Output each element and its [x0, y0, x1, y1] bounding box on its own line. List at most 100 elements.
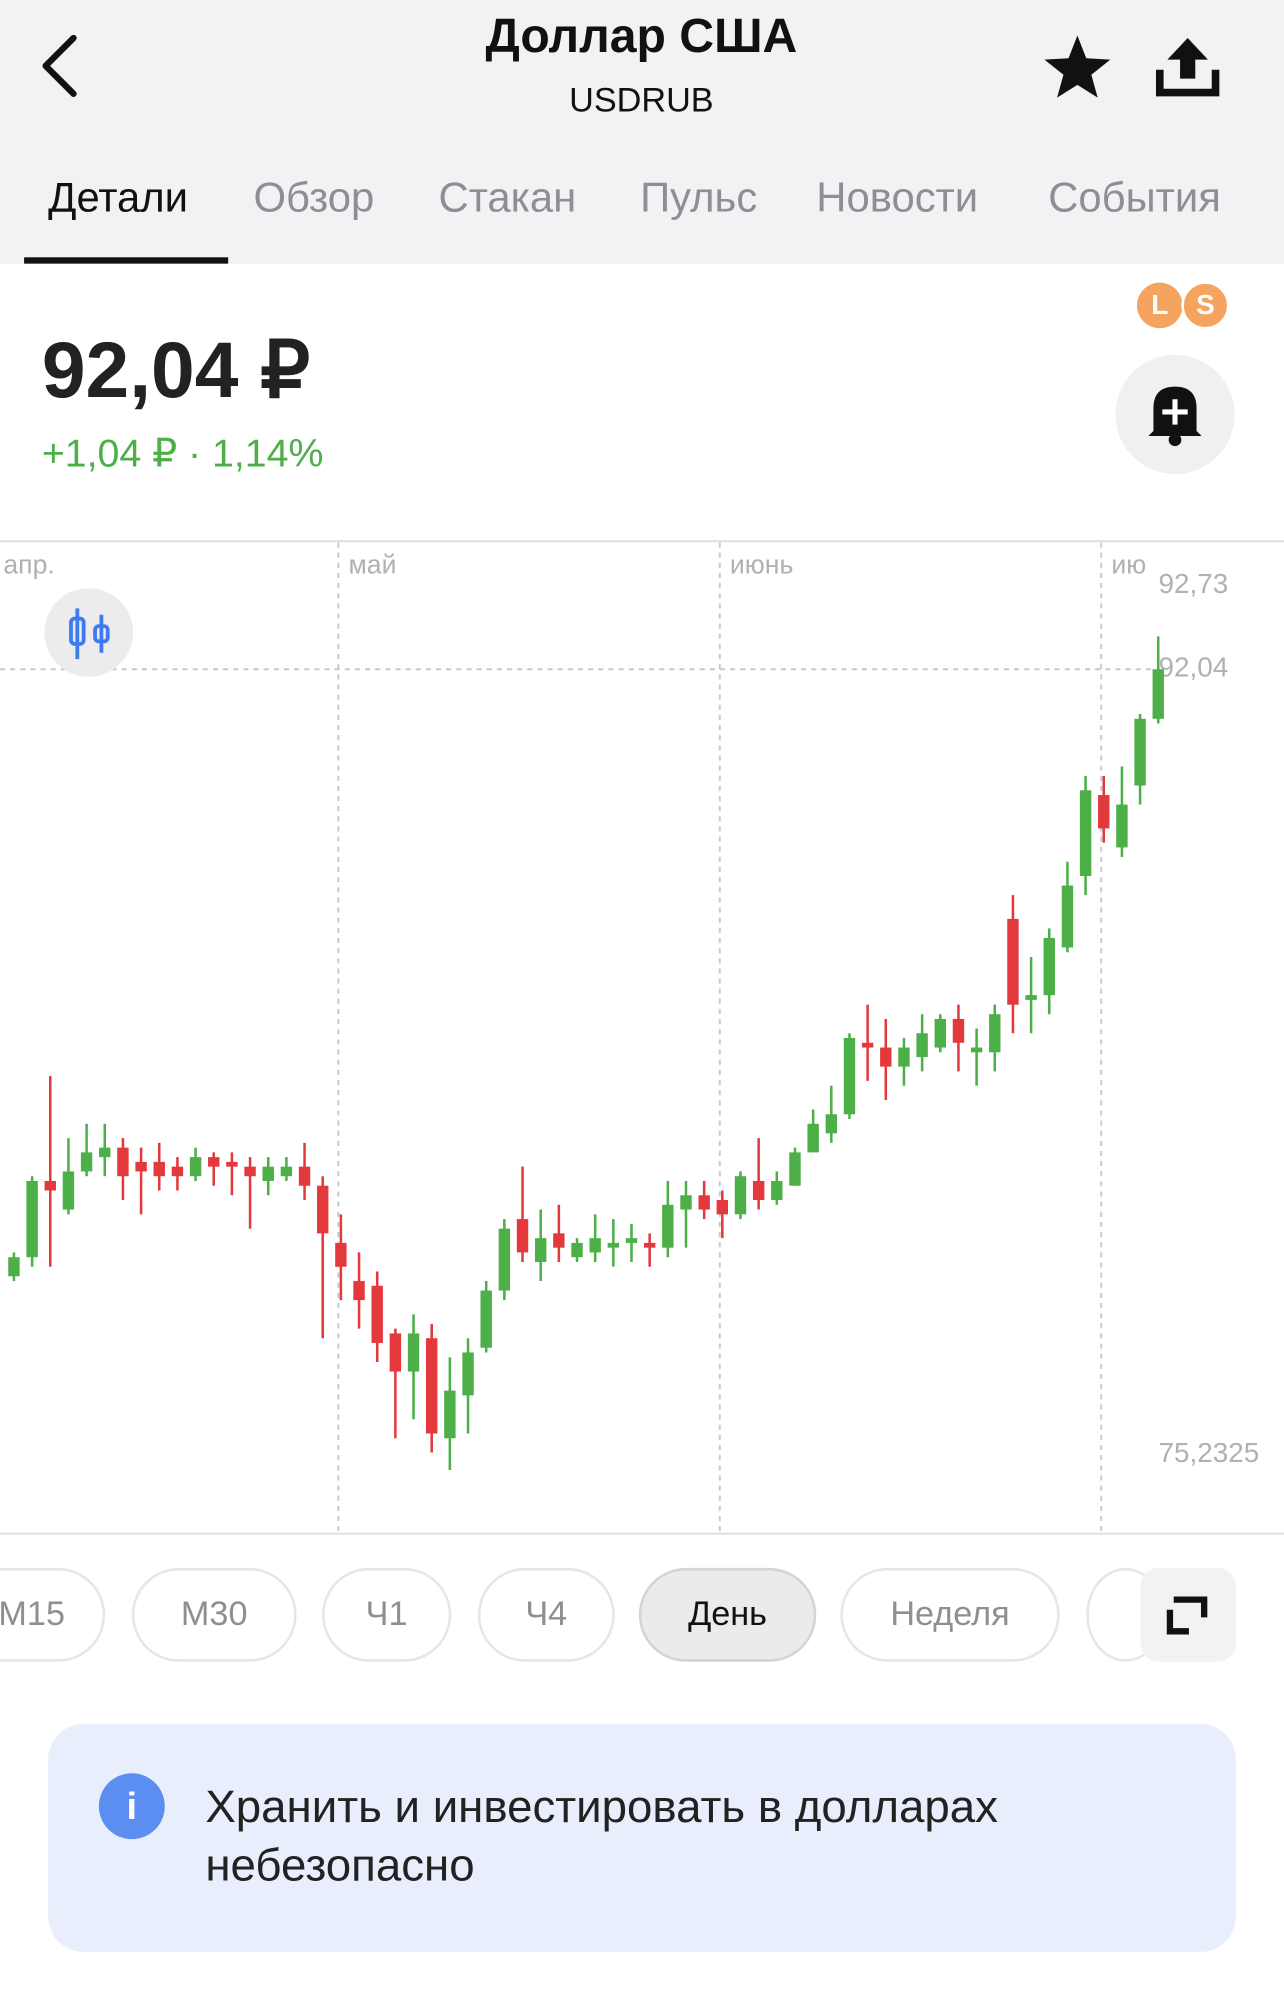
- candle-body: [189, 1157, 202, 1177]
- candle-body: [426, 1338, 438, 1434]
- candle-body: [298, 1166, 311, 1186]
- chart-type-button[interactable]: [44, 588, 134, 677]
- tab[interactable]: Новости: [816, 173, 978, 220]
- share-button[interactable]: [1155, 38, 1220, 97]
- candle-body: [807, 1123, 819, 1153]
- candle-body: [153, 1161, 165, 1177]
- price-change: +1,04 ₽ · 1,14%: [42, 432, 324, 476]
- candle-body: [135, 1161, 147, 1172]
- candle-body: [861, 1042, 874, 1048]
- notice-icon: [98, 1773, 165, 1840]
- tab[interactable]: Пульс: [640, 173, 757, 220]
- tab[interactable]: Детали: [48, 173, 188, 220]
- candle-body: [880, 1047, 892, 1067]
- candle-body: [389, 1333, 402, 1372]
- candle-body: [916, 1033, 928, 1058]
- candle-body: [1116, 804, 1128, 848]
- timeframe-button[interactable]: [0, 1567, 106, 1662]
- candle-body: [262, 1166, 274, 1181]
- candle-body: [353, 1281, 365, 1301]
- timeframe-label: Неделя: [890, 1595, 1009, 1633]
- timeframe-button[interactable]: [477, 1567, 615, 1662]
- candle-body: [44, 1180, 56, 1191]
- candle-body: [244, 1166, 256, 1177]
- tab[interactable]: Обзор: [254, 173, 375, 220]
- candle-body: [462, 1352, 474, 1396]
- candle-body: [80, 1152, 93, 1172]
- candle-body: [934, 1018, 946, 1048]
- timeframe-button[interactable]: [131, 1567, 297, 1662]
- expand-button[interactable]: [1140, 1567, 1236, 1662]
- candle-body: [280, 1166, 293, 1177]
- candle-body: [371, 1285, 383, 1343]
- candle-body: [571, 1242, 583, 1258]
- timeframe-label: Ч4: [525, 1595, 567, 1633]
- y-tick-label: 75,2325: [1159, 1437, 1260, 1468]
- notice-text: небезопасно: [205, 1839, 474, 1890]
- favorite-button[interactable]: [1044, 35, 1111, 98]
- timeframe-label: M30: [181, 1595, 248, 1633]
- candle-body: [1098, 795, 1110, 829]
- candle-body: [208, 1157, 220, 1167]
- candle-body: [843, 1038, 856, 1115]
- candle-body: [62, 1171, 75, 1210]
- candle-body: [117, 1147, 129, 1177]
- candle-body: [444, 1390, 456, 1439]
- candle-body: [625, 1238, 638, 1243]
- chart-type-icon: [69, 608, 110, 660]
- candle-body: [789, 1152, 801, 1186]
- candle-body: [1025, 995, 1037, 1000]
- candle-body: [698, 1195, 710, 1210]
- title: Доллар США: [485, 9, 797, 63]
- timeframe-button[interactable]: [321, 1567, 452, 1662]
- candle-body: [553, 1233, 565, 1248]
- candle-body: [1134, 718, 1146, 786]
- timeframe-label: M15: [0, 1595, 65, 1633]
- candle-body: [407, 1333, 420, 1372]
- timeframe-button[interactable]: [840, 1567, 1060, 1662]
- tab[interactable]: Стакан: [439, 173, 577, 220]
- badge-label: S: [1196, 289, 1215, 320]
- price: 92,04 ₽: [42, 326, 310, 414]
- candle-body: [226, 1161, 238, 1167]
- y-tick-label: 92,73: [1159, 568, 1229, 599]
- bell-icon: [1148, 386, 1202, 447]
- candle-body: [952, 1018, 965, 1043]
- candle-body: [1007, 918, 1019, 1005]
- candle-body: [680, 1195, 692, 1210]
- back-button[interactable]: [42, 34, 77, 97]
- badge: [1181, 281, 1230, 330]
- candle-body: [589, 1238, 601, 1253]
- candle-body: [317, 1185, 329, 1234]
- candle-body: [771, 1180, 783, 1201]
- timeframe-button[interactable]: [638, 1567, 817, 1662]
- x-tick-label: апр.: [3, 550, 54, 580]
- candle-body: [480, 1290, 492, 1348]
- header-bg: [0, 0, 1284, 264]
- notice: [48, 1723, 1236, 1952]
- badge-label: L: [1151, 289, 1168, 320]
- tab-underline: [24, 257, 229, 264]
- candle-body: [643, 1242, 656, 1248]
- candle-body: [734, 1176, 747, 1215]
- tabs: Детали Обзор Стакан Пульс Новости События: [48, 173, 1221, 220]
- candle-body: [989, 1014, 1001, 1053]
- candle-body: [498, 1228, 511, 1291]
- candle-body: [1152, 669, 1164, 719]
- candle-body: [1061, 885, 1074, 948]
- candle-body: [26, 1180, 38, 1258]
- timeframes: M15 M30 Ч1 Ч4 День Неделя: [0, 1567, 1060, 1662]
- notice-text: Хранить и инвестировать в долларах: [205, 1781, 998, 1832]
- candle-body: [8, 1257, 20, 1277]
- x-tick-label: май: [348, 550, 396, 580]
- candle-body: [1043, 937, 1055, 996]
- candle-body: [716, 1200, 729, 1215]
- candle-body: [752, 1180, 765, 1201]
- subtitle: USDRUB: [569, 82, 714, 120]
- timeframe-label: День: [688, 1595, 767, 1633]
- notice-icon-label: i: [127, 1786, 138, 1828]
- tab[interactable]: События: [1048, 173, 1221, 220]
